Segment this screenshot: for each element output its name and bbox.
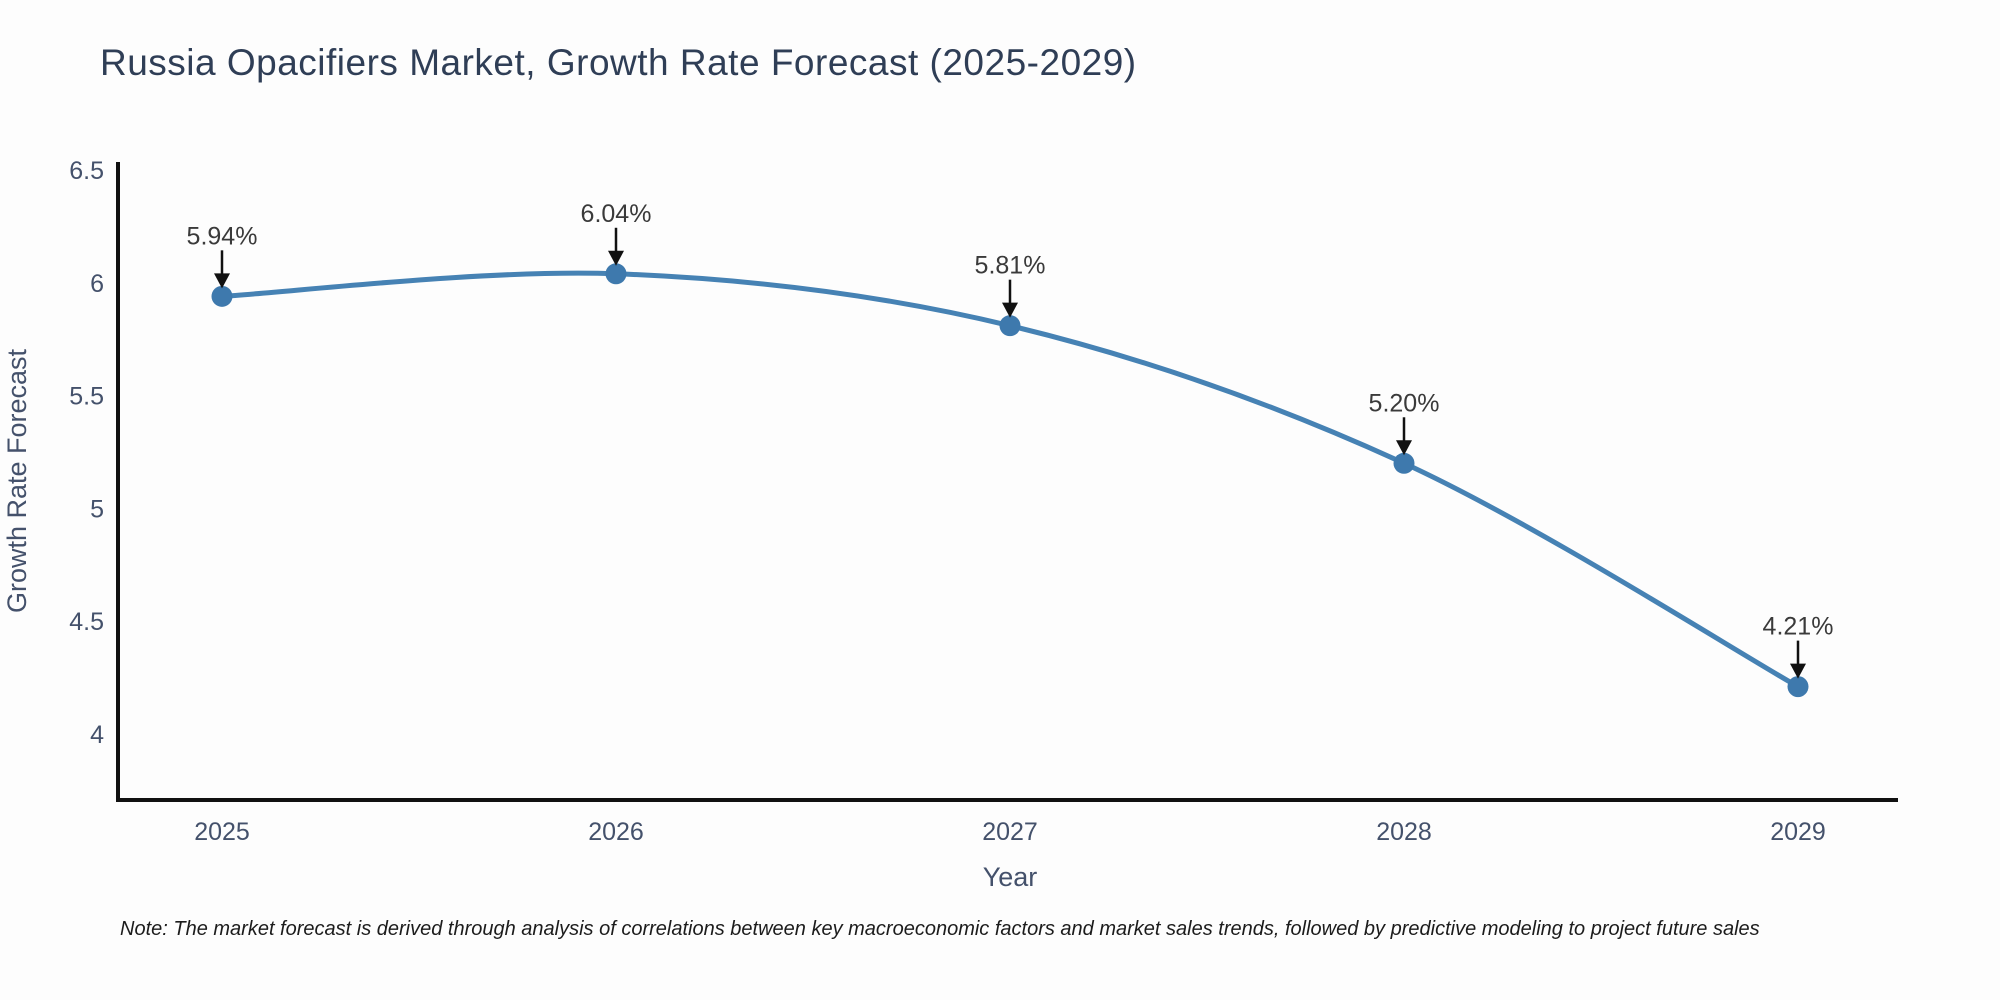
annotation-arrowhead-icon	[1002, 302, 1018, 318]
x-tick-label: 2026	[588, 818, 644, 846]
data-point-label: 5.20%	[1369, 389, 1440, 417]
footnote: Note: The market forecast is derived thr…	[120, 918, 1760, 940]
x-axis-title: Year	[983, 862, 1038, 892]
annotation-arrowhead-icon	[1790, 663, 1806, 679]
annotation-arrowhead-icon	[608, 250, 624, 266]
data-point-marker	[999, 315, 1021, 337]
x-tick-label: 2029	[1770, 818, 1826, 846]
chart-title: Russia Opacifiers Market, Growth Rate Fo…	[100, 42, 1137, 83]
x-tick-label: 2028	[1376, 818, 1432, 846]
axis-lines	[116, 162, 1898, 802]
y-tick-label: 4	[90, 721, 104, 749]
x-tick-label: 2025	[194, 818, 250, 846]
growth-rate-line-chart: 6.5 6 5.5 5 4.5 4 2025 2026 2027 2028 2029 Growth R…	[2, 157, 1898, 892]
y-axis-title: Growth Rate Forecast	[2, 348, 32, 613]
data-point-marker	[211, 285, 233, 307]
y-tick-label: 5	[90, 495, 104, 523]
data-point-marker	[605, 263, 627, 285]
data-point-label: 5.81%	[975, 252, 1046, 280]
annotation-arrowhead-icon	[214, 273, 230, 289]
x-tick-label: 2027	[982, 818, 1038, 846]
data-point-label: 5.94%	[187, 222, 258, 250]
annotation-arrowhead-icon	[1396, 440, 1412, 456]
data-point-marker	[1393, 452, 1415, 474]
data-point-marker	[1787, 676, 1809, 698]
data-point-label: 4.21%	[1763, 613, 1834, 641]
y-tick-label: 6	[90, 270, 104, 298]
y-tick-label: 5.5	[69, 383, 104, 411]
y-tick-label: 6.5	[69, 157, 104, 185]
data-point-label: 6.04%	[581, 200, 652, 228]
y-tick-label: 4.5	[69, 608, 104, 636]
